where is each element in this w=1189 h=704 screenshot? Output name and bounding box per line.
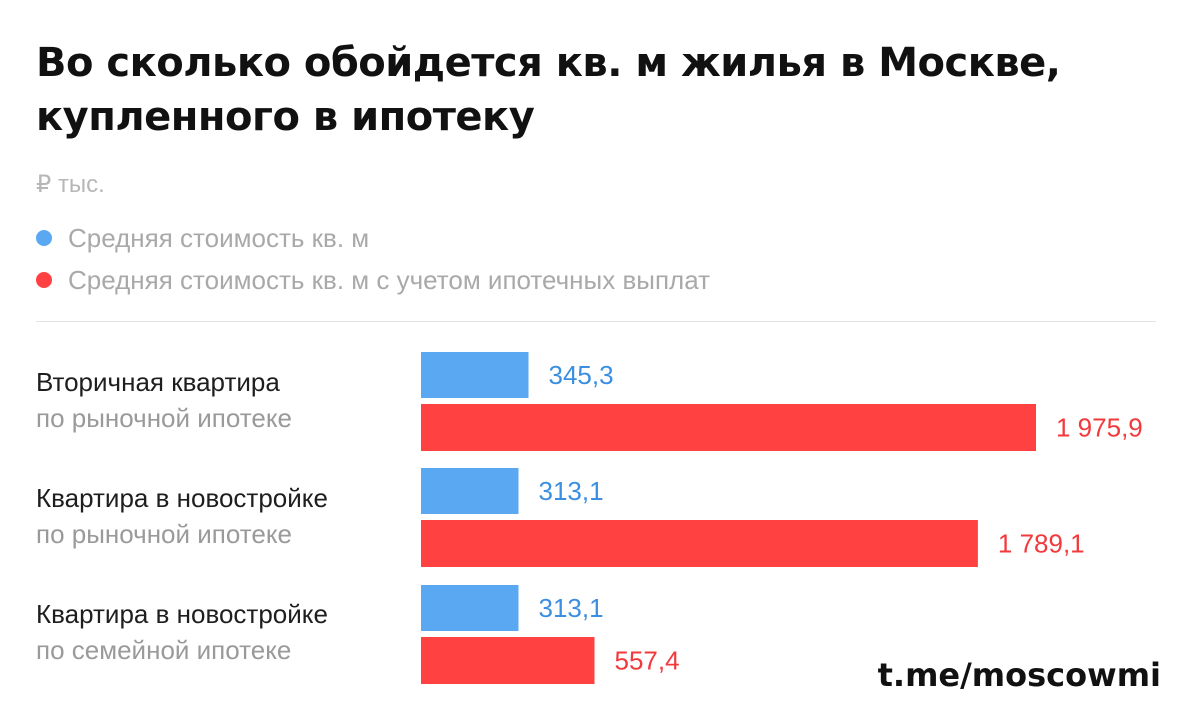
legend: Средняя стоимость кв. м Средняя стоимост… [36,220,710,304]
category-subtitle: по рыночной ипотеке [36,519,292,549]
bar-blue-2 [421,585,519,631]
bar-blue-0 [421,352,529,398]
data-label-blue-0: 345,3 [549,360,614,390]
legend-label-red: Средняя стоимость кв. м с учетом ипотечн… [68,264,710,295]
divider [36,321,1156,322]
category-title: Квартира в новостройке [36,599,328,629]
data-label-red-0: 1 975,9 [1056,413,1143,443]
legend-item-red: Средняя стоимость кв. м с учетом ипотечн… [36,262,710,298]
bar-red-0 [421,404,1036,451]
data-label-red-2: 557,4 [615,646,680,676]
data-label-blue-1: 313,1 [539,476,604,506]
category-label-1: Квартира в новостройке по рыночной ипоте… [36,480,416,552]
category-title: Квартира в новостройке [36,483,328,513]
category-label-0: Вторичная квартира по рыночной ипотеке [36,364,416,436]
category-title: Вторичная квартира [36,367,280,397]
bar-blue-1 [421,468,519,514]
category-subtitle: по рыночной ипотеке [36,403,292,433]
unit-label: ₽ тыс. [36,171,105,198]
category-label-2: Квартира в новостройке по семейной ипоте… [36,596,416,668]
data-label-red-1: 1 789,1 [998,529,1085,559]
bar-red-1 [421,520,978,567]
watermark: t.me/moscowmi [877,656,1161,694]
bar-red-2 [421,637,595,684]
legend-dot-blue-icon [36,230,52,246]
data-label-blue-2: 313,1 [539,593,604,623]
chart-title: Во сколько обойдется кв. м жилья в Москв… [36,40,1061,140]
category-subtitle: по семейной ипотеке [36,635,292,665]
legend-label-blue: Средняя стоимость кв. м [68,222,370,253]
legend-dot-red-icon [36,272,52,288]
legend-item-blue: Средняя стоимость кв. м [36,220,710,256]
